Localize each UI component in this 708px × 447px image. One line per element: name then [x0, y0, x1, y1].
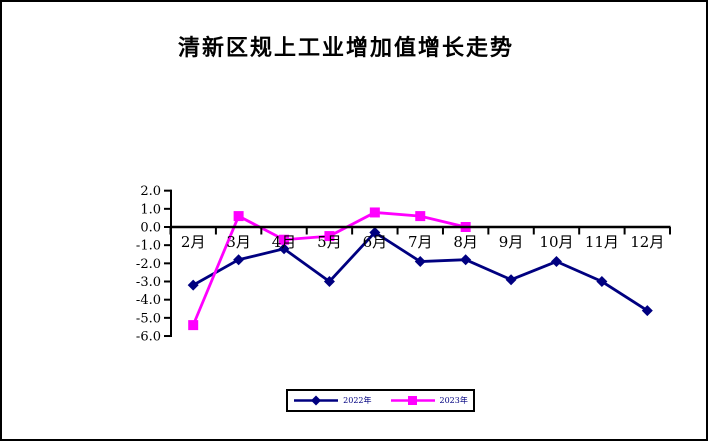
data-point-2022年	[323, 276, 335, 288]
chart-title: 清新区规上工业增加值增长走势	[178, 35, 515, 61]
x-category-label: 6月	[363, 233, 388, 251]
data-point-2022年	[278, 243, 290, 255]
data-point-2023年	[279, 234, 290, 245]
data-point-2022年	[233, 254, 245, 266]
data-point-2023年	[188, 320, 199, 331]
data-point-2022年	[505, 274, 517, 286]
y-tick-label: -4.0	[136, 293, 161, 308]
y-tick-label: 2.0	[140, 184, 161, 199]
x-category-label: 12月	[630, 233, 664, 251]
y-tick-label: 1.0	[140, 202, 161, 217]
data-point-2022年	[460, 254, 472, 266]
x-category-label: 5月	[317, 233, 342, 251]
x-category-label: 3月	[226, 233, 251, 251]
data-point-2022年	[596, 276, 608, 288]
x-category-label: 11月	[585, 233, 619, 251]
data-point-2023年	[233, 211, 244, 222]
y-tick-label: -3.0	[136, 275, 161, 290]
legend-item-2022: 2022年	[293, 394, 372, 407]
data-point-2023年	[369, 207, 380, 218]
data-point-2023年	[415, 211, 426, 222]
data-point-2022年	[187, 279, 199, 291]
data-point-2022年	[414, 256, 426, 268]
x-category-label: 4月	[272, 233, 297, 251]
data-point-2022年	[641, 305, 653, 317]
x-category-label: 10月	[539, 233, 573, 251]
legend-label-2023: 2023年	[439, 395, 468, 405]
legend-item-2023: 2023年	[390, 394, 468, 407]
x-category-label: 8月	[453, 233, 478, 251]
y-tick-label: -5.0	[136, 311, 161, 326]
y-tick-label: -1.0	[136, 239, 161, 254]
y-tick-label: -6.0	[136, 330, 161, 345]
legend: 2022年 2023年	[286, 389, 475, 412]
series-line-2023年	[191, 211, 466, 326]
y-tick-label: -2.0	[136, 257, 161, 272]
line-square-icon	[390, 396, 435, 405]
line-diamond-icon	[294, 395, 339, 406]
y-tick-label: 0.0	[140, 221, 161, 236]
x-category-label: 2月	[181, 233, 206, 251]
legend-label-2022: 2022年	[343, 395, 372, 405]
x-category-label: 9月	[499, 233, 524, 251]
data-point-2022年	[550, 256, 562, 268]
data-point-2023年	[324, 231, 335, 242]
x-category-label: 7月	[408, 233, 433, 251]
data-point-2022年	[369, 226, 381, 238]
